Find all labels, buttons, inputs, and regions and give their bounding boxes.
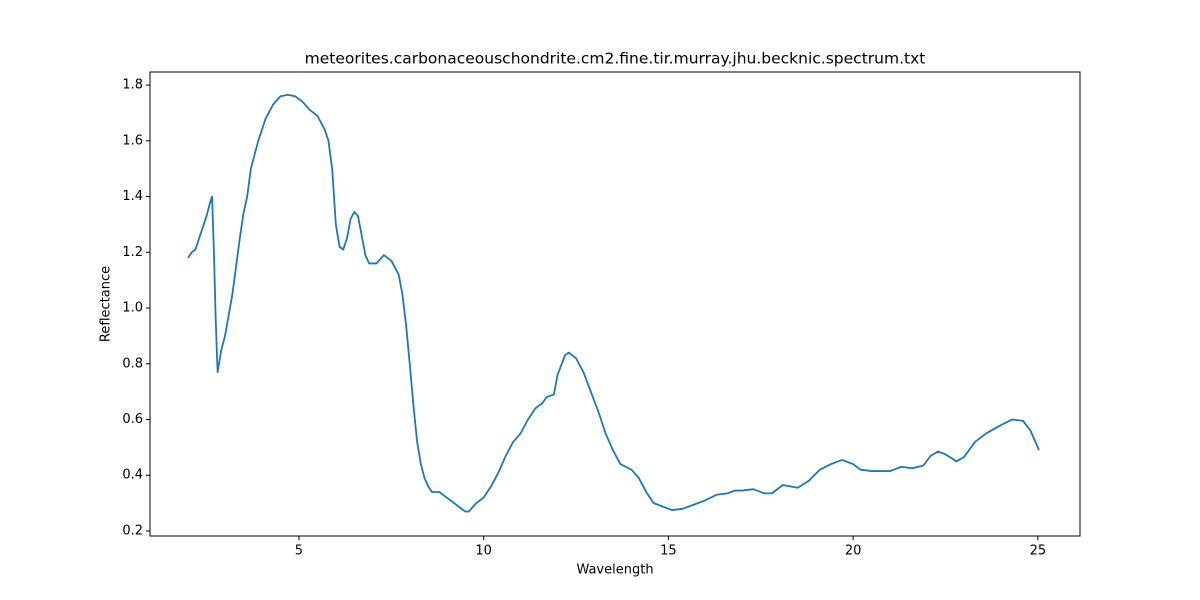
data-line xyxy=(187,93,1040,513)
x-tick-label: 15 xyxy=(660,544,677,559)
x-tick-label: 20 xyxy=(845,544,862,559)
x-axis-label: Wavelength xyxy=(576,563,653,578)
y-tick-label: 0.8 xyxy=(122,356,143,371)
y-tick-label: 1.4 xyxy=(122,189,143,204)
chart-title: meteorites.carbonaceouschondrite.cm2.fin… xyxy=(305,50,926,68)
x-tick-label: 5 xyxy=(295,544,303,559)
y-tick-label: 1.2 xyxy=(122,245,143,260)
y-tick-label: 0.4 xyxy=(122,468,143,483)
x-tick-label: 25 xyxy=(1030,544,1047,559)
y-tick-label: 1.8 xyxy=(122,78,143,93)
x-tick-label: 10 xyxy=(475,544,492,559)
y-axis-label: Reflectance xyxy=(99,266,114,342)
y-tick-label: 0.2 xyxy=(122,523,143,538)
y-tick-label: 1.0 xyxy=(122,301,143,316)
y-tick-label: 0.6 xyxy=(122,412,143,427)
plot-frame xyxy=(149,71,1081,537)
y-tick-label: 1.6 xyxy=(122,133,143,148)
